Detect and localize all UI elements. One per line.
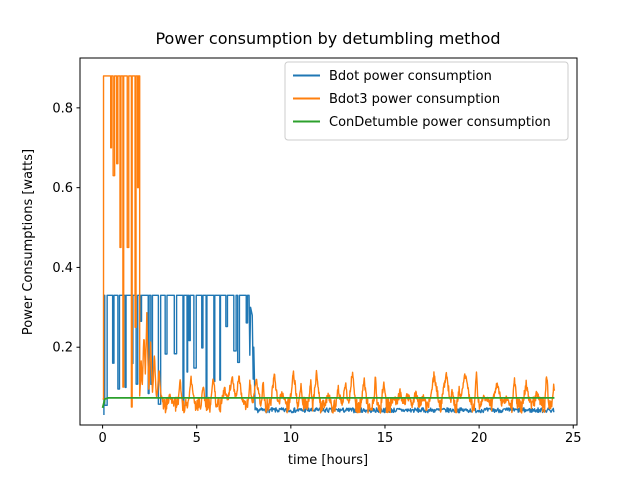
y-tick-label: 0.6 [52, 181, 73, 196]
x-axis-label: time [hours] [288, 453, 368, 468]
plot-series-area [101, 75, 556, 416]
legend-entry-label: Bdot power consumption [329, 69, 492, 84]
x-tick-label: 5 [193, 431, 201, 446]
legend-entry-label: Bdot3 power consumption [329, 92, 500, 107]
y-tick-label: 0.8 [52, 101, 73, 116]
series-line-bdot-power-consumption [103, 294, 555, 416]
legend: Bdot power consumption Bdot3 power consum… [284, 61, 569, 141]
series-line-bdot3-power-consumption [102, 75, 556, 414]
y-axis-label: Power Consumptions [watts] [21, 149, 36, 335]
series-line-condetumble-power-consumption [101, 396, 555, 409]
legend-entry-label: ConDetumble power consumption [329, 115, 551, 130]
x-tick-label: 25 [565, 431, 582, 446]
y-tick-label: 0.4 [52, 261, 73, 276]
x-tick-label: 20 [471, 431, 488, 446]
x-tick-label: 0 [98, 431, 106, 446]
x-tick-label: 15 [377, 431, 394, 446]
axes: 0 5 10 15 20 25 0.2 0.4 0.6 0.8 [52, 57, 582, 446]
y-tick-label: 0.2 [52, 341, 73, 356]
x-tick-label: 10 [283, 431, 300, 446]
plot-border [79, 57, 578, 426]
legend-box [284, 61, 569, 141]
chart-title: Power consumption by detumbling method [155, 29, 500, 48]
